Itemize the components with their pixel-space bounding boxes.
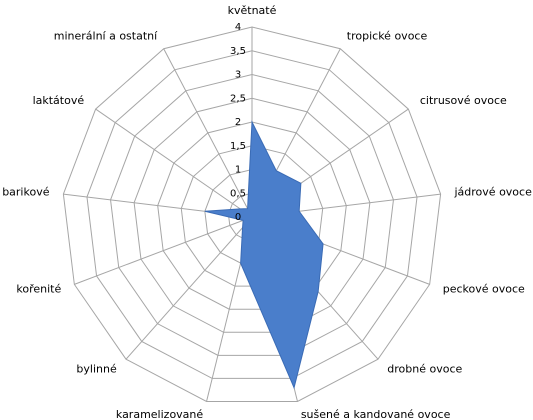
tick-label: 3 <box>235 70 241 81</box>
category-label: barikové <box>2 185 50 198</box>
tick-label: 0,5 <box>230 188 246 199</box>
category-label: bylinné <box>76 363 117 376</box>
tick-label: 0 <box>235 212 241 223</box>
tick-label: 3,5 <box>230 46 246 57</box>
grid-ring <box>133 97 371 333</box>
category-label: citrusové ovoce <box>420 94 507 107</box>
category-label: karamelizované <box>116 408 204 420</box>
tick-label: 4 <box>235 22 241 33</box>
grid-ring <box>110 73 394 356</box>
category-label: peckové ovoce <box>443 282 525 295</box>
spoke <box>125 216 253 360</box>
category-label: kořenité <box>16 282 61 295</box>
tick-label: 1,5 <box>230 141 246 152</box>
spoke <box>95 108 253 218</box>
spoke <box>163 48 253 218</box>
category-label: jádrové ovoce <box>454 185 533 198</box>
grid-ring <box>157 121 347 310</box>
grid-ring <box>62 26 442 402</box>
category-label: tropické ovoce <box>347 29 428 42</box>
category-label: laktátové <box>33 94 85 107</box>
category-label: drobné ovoce <box>387 363 462 376</box>
data-area <box>204 120 324 390</box>
category-label: sušené a kandované ovoce <box>301 408 451 420</box>
category-label: minerální a ostatní <box>54 29 158 42</box>
tick-label: 2 <box>235 117 241 128</box>
tick-label: 1 <box>235 165 241 176</box>
spoke <box>74 216 253 285</box>
grid-ring <box>86 50 418 379</box>
category-label: květnaté <box>228 4 277 17</box>
tick-label: 2,5 <box>230 93 246 104</box>
